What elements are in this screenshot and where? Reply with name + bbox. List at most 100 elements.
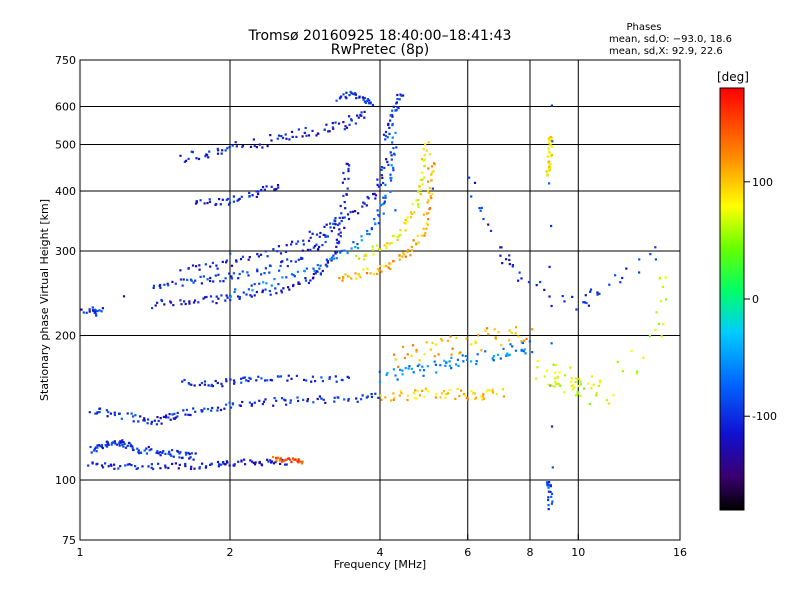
data-point — [434, 343, 437, 346]
data-point — [531, 351, 534, 354]
data-point — [582, 301, 585, 304]
data-point — [549, 143, 552, 147]
data-point — [253, 283, 256, 286]
data-point — [227, 203, 231, 206]
data-point — [98, 444, 101, 447]
data-point — [324, 234, 327, 237]
data-point — [362, 201, 365, 204]
data-point — [301, 462, 304, 465]
data-point — [204, 466, 207, 469]
data-point — [412, 392, 415, 395]
x-tick-label: 8 — [527, 546, 534, 559]
data-point — [231, 403, 235, 406]
data-point — [373, 192, 376, 195]
data-point — [390, 164, 393, 167]
data-point — [398, 254, 401, 257]
data-point — [638, 258, 641, 261]
data-point — [106, 445, 109, 448]
data-point — [415, 199, 418, 202]
data-point — [275, 399, 278, 402]
data-point — [157, 452, 160, 455]
data-point — [402, 94, 405, 97]
data-point — [178, 463, 181, 466]
chart-subtitle: RwPretec (8p) — [331, 42, 429, 58]
data-point — [379, 265, 382, 268]
data-point — [475, 396, 478, 399]
data-point — [391, 141, 394, 144]
data-point — [250, 404, 253, 407]
data-point — [239, 404, 242, 407]
data-point — [285, 463, 288, 466]
data-point — [185, 453, 188, 456]
data-point — [174, 282, 177, 285]
data-point — [427, 199, 430, 202]
data-point — [286, 265, 289, 268]
data-point — [217, 273, 220, 276]
data-point — [282, 459, 285, 463]
data-point — [558, 371, 561, 374]
data-point — [474, 397, 477, 401]
data-point — [169, 418, 172, 421]
data-point — [450, 356, 453, 359]
data-point — [300, 461, 303, 464]
data-point — [574, 380, 577, 383]
data-point — [520, 340, 523, 343]
data-point — [303, 270, 306, 273]
data-point — [159, 467, 162, 470]
data-point — [363, 254, 366, 257]
data-point — [595, 392, 598, 395]
data-point — [612, 394, 615, 397]
data-point — [174, 416, 177, 419]
data-point — [297, 282, 300, 285]
data-point — [355, 277, 358, 280]
data-point — [485, 390, 488, 393]
data-point — [434, 393, 437, 396]
data-point — [249, 459, 252, 462]
data-point — [407, 248, 410, 252]
data-point — [589, 288, 593, 291]
data-point — [440, 338, 443, 341]
data-point — [548, 168, 551, 171]
data-point — [465, 396, 468, 399]
data-point — [343, 177, 346, 181]
data-point — [221, 385, 224, 388]
data-point — [383, 202, 386, 205]
data-point — [91, 306, 94, 309]
data-point — [380, 168, 383, 171]
data-point — [536, 366, 539, 369]
data-point — [260, 273, 263, 276]
data-point — [393, 234, 396, 237]
data-point — [249, 377, 252, 380]
data-point — [551, 140, 554, 143]
data-point — [226, 296, 229, 299]
data-point — [304, 126, 307, 130]
data-point — [268, 271, 271, 274]
data-point — [382, 181, 385, 185]
data-point — [328, 376, 331, 379]
data-point — [433, 355, 436, 358]
data-point — [505, 258, 508, 261]
data-point — [387, 123, 390, 126]
data-point — [401, 255, 404, 258]
data-point — [312, 267, 315, 270]
data-point — [195, 200, 198, 203]
data-point — [211, 261, 214, 264]
data-point — [427, 180, 430, 183]
data-point — [335, 99, 338, 102]
data-point — [427, 390, 430, 393]
data-point — [305, 267, 308, 270]
data-point — [316, 397, 319, 401]
data-point — [458, 352, 461, 355]
data-point — [219, 203, 222, 206]
data-point — [642, 356, 645, 359]
data-point — [293, 275, 296, 278]
data-point — [238, 272, 241, 276]
data-point — [418, 394, 421, 397]
data-point — [225, 294, 228, 297]
data-point — [547, 170, 551, 173]
data-point — [665, 298, 668, 301]
data-point — [346, 375, 349, 378]
data-point — [492, 359, 495, 362]
data-point — [179, 269, 182, 272]
data-point — [232, 379, 236, 382]
